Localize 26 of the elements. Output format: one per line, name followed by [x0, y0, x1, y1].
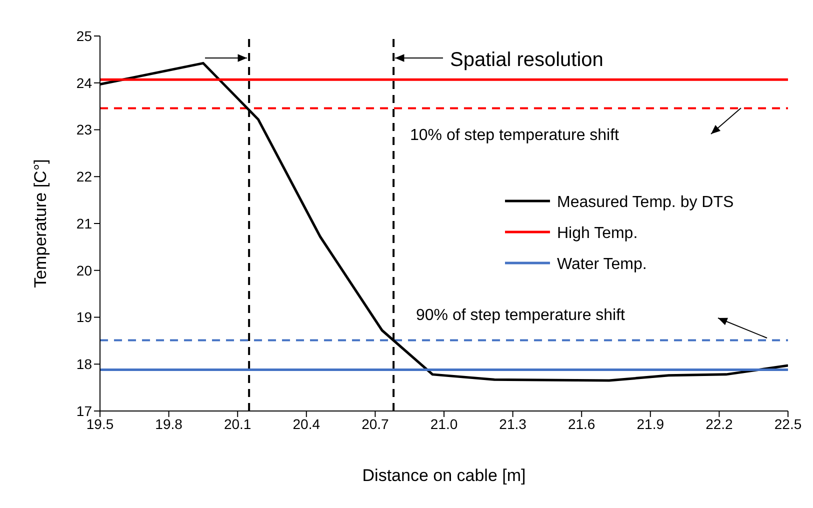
legend-label: Measured Temp. by DTS [557, 194, 734, 211]
x-tick-label: 21.9 [636, 416, 664, 432]
x-tick-label: 20.4 [292, 416, 320, 432]
y-tick-label: 18 [76, 356, 92, 372]
annotation: 10% of step temperature shift [410, 127, 620, 144]
annotation: Spatial resolution [450, 49, 604, 71]
y-tick-label: 23 [76, 122, 92, 138]
x-axis-title: Distance on cable [m] [362, 466, 526, 485]
x-tick-label: 20.7 [362, 416, 390, 432]
y-tick-label: 19 [76, 309, 92, 326]
x-tick-label: 22.2 [706, 416, 734, 432]
y-tick-label: 22 [76, 168, 92, 185]
y-tick-label: 20 [76, 262, 92, 278]
y-tick-label: 24 [76, 74, 92, 91]
x-tick-label: 22.5 [774, 416, 802, 432]
y-axis-title: Temperature [C°] [31, 159, 50, 288]
x-tick-label: 21.0 [430, 416, 458, 432]
y-tick-label: 21 [76, 215, 92, 232]
x-tick-label: 21.3 [499, 416, 527, 432]
x-tick-label: 21.6 [568, 416, 596, 432]
x-tick-label: 20.1 [224, 416, 252, 432]
legend-label: High Temp. [557, 225, 638, 242]
annotation: 90% of step temperature shift [416, 307, 626, 324]
y-tick-label: 25 [76, 28, 92, 44]
x-tick-label: 19.8 [155, 416, 183, 432]
legend-label: Water Temp. [557, 256, 647, 273]
